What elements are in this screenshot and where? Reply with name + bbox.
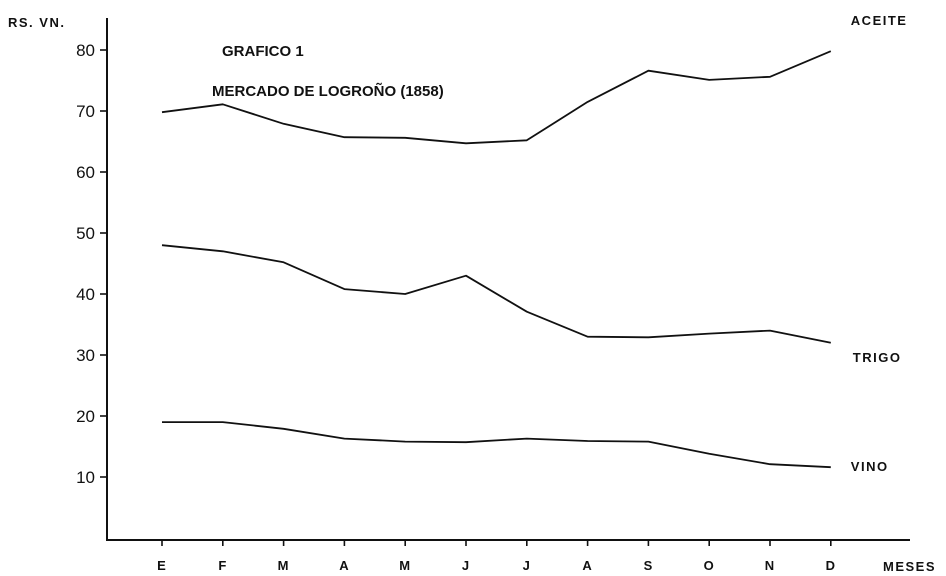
y-tick-label: 80 — [76, 41, 95, 60]
x-tick-label: J — [462, 558, 470, 573]
chart-subtitle: MERCADO DE LOGROÑO (1858) — [212, 82, 444, 100]
x-tick-label: A — [582, 558, 592, 573]
y-tick-label: 50 — [76, 224, 95, 243]
ticks: 10 20 30 40 50 60 70 80 E F M A M J J A S O N D — [76, 41, 836, 573]
x-tick-label: S — [644, 558, 654, 573]
y-axis-label: RS. VN. — [8, 15, 65, 30]
labels: RS. VN. MESES GRAFICO 1 MERCADO DE LOGRO… — [8, 15, 936, 574]
series-line-vino — [162, 421, 831, 469]
x-tick-label: O — [704, 558, 715, 573]
x-tick-label: M — [278, 558, 290, 573]
x-axis-label: MESES — [883, 559, 936, 574]
y-tick-label: 40 — [76, 285, 95, 304]
x-tick-label: D — [826, 558, 836, 573]
x-tick-label: A — [339, 558, 349, 573]
y-tick-label: 70 — [76, 102, 95, 121]
series-label-vino: VINO — [851, 459, 889, 474]
series-line-trigo — [161, 244, 831, 344]
x-tick-label: M — [399, 558, 411, 573]
x-tick-label: J — [523, 558, 531, 573]
axes — [106, 18, 910, 541]
y-tick-label: 60 — [76, 163, 95, 182]
chart-title: GRAFICO 1 — [222, 43, 304, 60]
series-line-aceite — [161, 50, 832, 145]
y-tick-label: 10 — [76, 468, 95, 487]
series: ACEITE TRIGO VINO — [161, 13, 908, 474]
x-tick-label: E — [157, 558, 167, 573]
x-tick-label: F — [218, 558, 227, 573]
x-tick-label: N — [765, 558, 775, 573]
y-tick-label: 20 — [76, 407, 95, 426]
y-tick-label: 30 — [76, 346, 95, 365]
series-label-aceite: ACEITE — [851, 13, 908, 28]
series-label-trigo: TRIGO — [853, 350, 902, 365]
